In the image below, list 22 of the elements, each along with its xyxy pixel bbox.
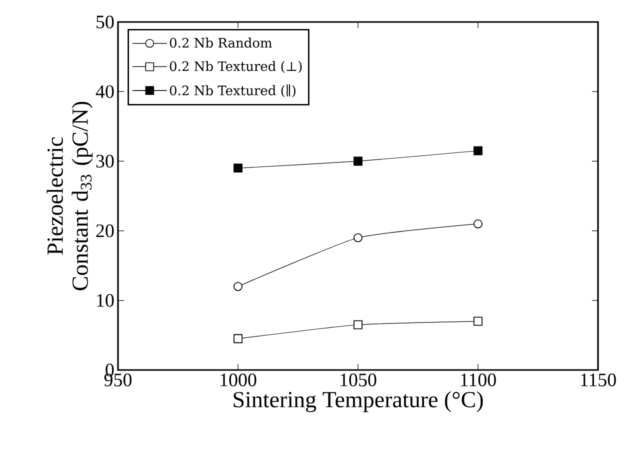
y-tick-label: 10: [97, 294, 114, 307]
point: [354, 233, 362, 242]
y-tick-label: 40: [96, 85, 114, 98]
point: [234, 164, 242, 173]
legend-label: 0.2 Nb Textured (⊥): [170, 61, 302, 73]
x-tick-label: 1050: [340, 374, 376, 386]
point: [234, 282, 242, 291]
y-tick-label: 30: [96, 154, 114, 168]
y-tick-label: 50: [96, 16, 114, 28]
point: [474, 146, 482, 156]
point: [474, 219, 482, 228]
x-axis-title: Sintering Temperature (°C): [234, 391, 483, 412]
point: [354, 156, 362, 166]
legend-label: 0.2 Nb Random: [170, 38, 272, 48]
point: [354, 320, 362, 330]
x-tick-label: 1150: [581, 374, 616, 386]
y-tick-label: 20: [96, 224, 114, 238]
legend-label: 0.2 Nb Textured (∥): [170, 84, 296, 98]
x-tick-label: 1000: [220, 374, 256, 386]
point: [234, 334, 242, 344]
x-tick-label: 1100: [461, 374, 496, 386]
point: [474, 316, 482, 326]
